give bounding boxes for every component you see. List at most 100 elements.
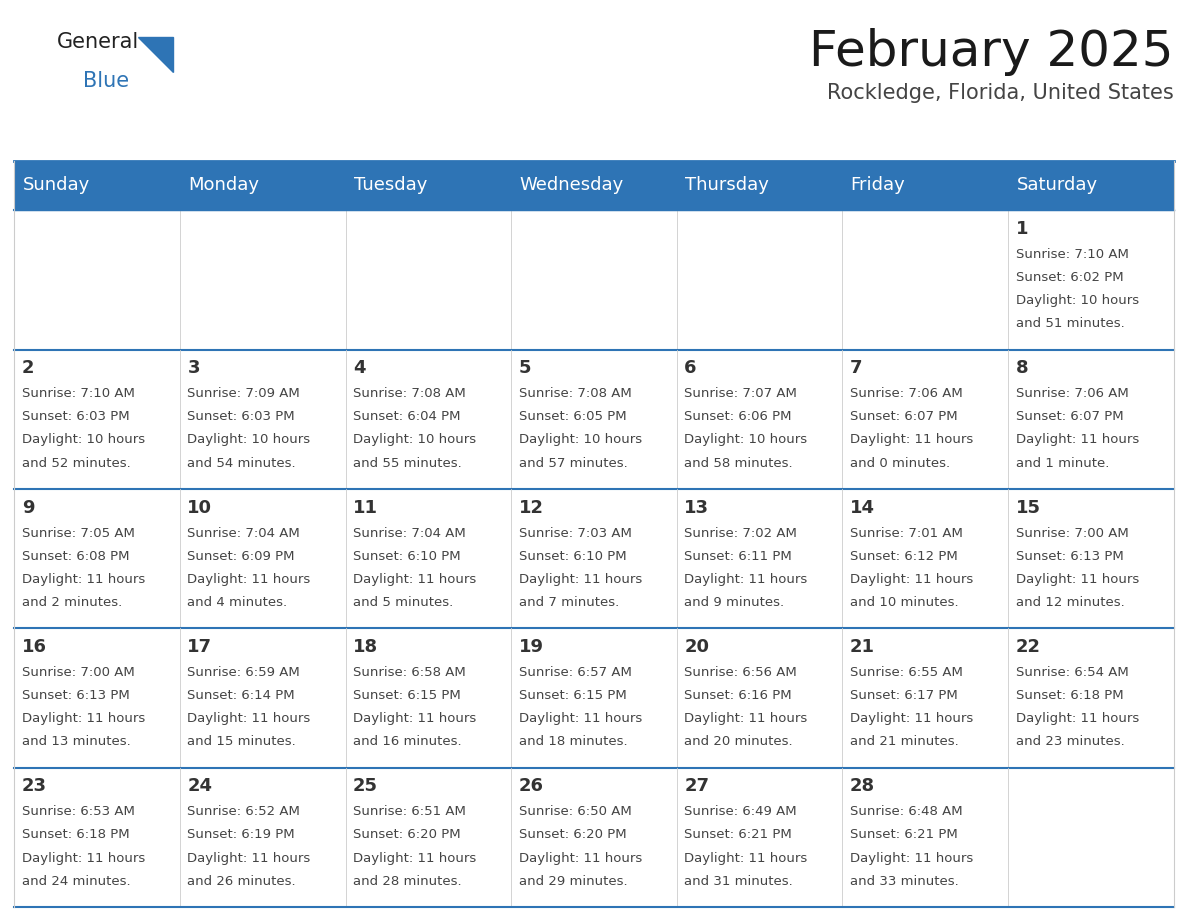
Bar [14, 161, 1174, 210]
Text: Daylight: 11 hours: Daylight: 11 hours [849, 573, 973, 586]
Bar [346, 628, 511, 767]
Text: Sunrise: 7:09 AM: Sunrise: 7:09 AM [188, 387, 301, 400]
Text: 4: 4 [353, 359, 366, 377]
Text: and 0 minutes.: and 0 minutes. [849, 456, 950, 470]
Text: Sunrise: 7:06 AM: Sunrise: 7:06 AM [849, 387, 962, 400]
Text: Daylight: 10 hours: Daylight: 10 hours [519, 433, 642, 446]
Text: Daylight: 11 hours: Daylight: 11 hours [353, 573, 476, 586]
Bar [511, 628, 677, 767]
Text: Sunset: 6:21 PM: Sunset: 6:21 PM [684, 828, 792, 842]
Text: Sunset: 6:17 PM: Sunset: 6:17 PM [849, 689, 958, 702]
Text: and 21 minutes.: and 21 minutes. [849, 735, 959, 748]
Text: Sunrise: 7:04 AM: Sunrise: 7:04 AM [353, 527, 466, 540]
Text: 27: 27 [684, 778, 709, 795]
Bar [511, 489, 677, 628]
Text: Sunset: 6:13 PM: Sunset: 6:13 PM [21, 689, 129, 702]
Text: Sunset: 6:21 PM: Sunset: 6:21 PM [849, 828, 958, 842]
Text: and 10 minutes.: and 10 minutes. [849, 596, 959, 609]
Text: Sunrise: 6:59 AM: Sunrise: 6:59 AM [188, 666, 301, 679]
Text: Sunrise: 6:56 AM: Sunrise: 6:56 AM [684, 666, 797, 679]
Text: Sunrise: 7:10 AM: Sunrise: 7:10 AM [1016, 248, 1129, 261]
Text: and 12 minutes.: and 12 minutes. [1016, 596, 1124, 609]
Text: Sunrise: 7:10 AM: Sunrise: 7:10 AM [21, 387, 134, 400]
Text: 28: 28 [849, 778, 876, 795]
Text: Sunrise: 7:04 AM: Sunrise: 7:04 AM [188, 527, 301, 540]
Text: Sunrise: 7:00 AM: Sunrise: 7:00 AM [21, 666, 134, 679]
Text: 8: 8 [1016, 359, 1028, 377]
Text: 16: 16 [21, 638, 46, 656]
Text: Sunset: 6:11 PM: Sunset: 6:11 PM [684, 550, 792, 563]
Bar [677, 210, 842, 350]
Polygon shape [138, 37, 173, 72]
Text: Daylight: 11 hours: Daylight: 11 hours [21, 712, 145, 725]
Text: Tuesday: Tuesday [354, 176, 428, 195]
Text: Sunset: 6:05 PM: Sunset: 6:05 PM [519, 410, 626, 423]
Bar [511, 210, 677, 350]
Text: Sunrise: 7:00 AM: Sunrise: 7:00 AM [1016, 527, 1129, 540]
Text: Sunrise: 7:06 AM: Sunrise: 7:06 AM [1016, 387, 1129, 400]
Text: Sunset: 6:19 PM: Sunset: 6:19 PM [188, 828, 295, 842]
Bar [179, 767, 346, 907]
Text: Sunrise: 6:48 AM: Sunrise: 6:48 AM [849, 805, 962, 818]
Text: Sunset: 6:07 PM: Sunset: 6:07 PM [849, 410, 958, 423]
Text: Sunset: 6:02 PM: Sunset: 6:02 PM [1016, 271, 1123, 284]
Text: Sunset: 6:16 PM: Sunset: 6:16 PM [684, 689, 792, 702]
Text: Sunset: 6:04 PM: Sunset: 6:04 PM [353, 410, 461, 423]
Text: Daylight: 11 hours: Daylight: 11 hours [684, 852, 808, 865]
Text: Daylight: 11 hours: Daylight: 11 hours [519, 573, 642, 586]
Text: and 55 minutes.: and 55 minutes. [353, 456, 462, 470]
Bar [179, 210, 346, 350]
Text: Sunset: 6:20 PM: Sunset: 6:20 PM [353, 828, 461, 842]
Text: Sunset: 6:14 PM: Sunset: 6:14 PM [188, 689, 295, 702]
Text: and 2 minutes.: and 2 minutes. [21, 596, 122, 609]
Text: and 15 minutes.: and 15 minutes. [188, 735, 296, 748]
Text: Sunday: Sunday [23, 176, 90, 195]
Text: 5: 5 [519, 359, 531, 377]
Text: 6: 6 [684, 359, 697, 377]
Text: and 26 minutes.: and 26 minutes. [188, 875, 296, 888]
Bar [346, 489, 511, 628]
Text: Daylight: 11 hours: Daylight: 11 hours [1016, 712, 1139, 725]
Text: and 4 minutes.: and 4 minutes. [188, 596, 287, 609]
Bar [346, 350, 511, 489]
Text: Rockledge, Florida, United States: Rockledge, Florida, United States [827, 83, 1174, 103]
Text: and 5 minutes.: and 5 minutes. [353, 596, 454, 609]
Text: 9: 9 [21, 498, 34, 517]
Bar [14, 628, 179, 767]
Bar [842, 628, 1009, 767]
Bar [14, 210, 179, 350]
Text: Daylight: 11 hours: Daylight: 11 hours [353, 852, 476, 865]
Text: 22: 22 [1016, 638, 1041, 656]
Text: Sunrise: 7:07 AM: Sunrise: 7:07 AM [684, 387, 797, 400]
Text: Sunrise: 6:55 AM: Sunrise: 6:55 AM [849, 666, 962, 679]
Text: Daylight: 10 hours: Daylight: 10 hours [21, 433, 145, 446]
Text: and 54 minutes.: and 54 minutes. [188, 456, 296, 470]
Text: Daylight: 10 hours: Daylight: 10 hours [684, 433, 808, 446]
Text: Daylight: 11 hours: Daylight: 11 hours [684, 712, 808, 725]
Text: Daylight: 11 hours: Daylight: 11 hours [519, 712, 642, 725]
Text: Sunrise: 6:52 AM: Sunrise: 6:52 AM [188, 805, 301, 818]
Text: and 9 minutes.: and 9 minutes. [684, 596, 784, 609]
Text: Monday: Monday [188, 176, 259, 195]
Text: 15: 15 [1016, 498, 1041, 517]
Bar [677, 628, 842, 767]
Text: Sunset: 6:20 PM: Sunset: 6:20 PM [519, 828, 626, 842]
Text: 20: 20 [684, 638, 709, 656]
Text: Sunrise: 7:08 AM: Sunrise: 7:08 AM [353, 387, 466, 400]
Text: 2: 2 [21, 359, 34, 377]
Text: 24: 24 [188, 778, 213, 795]
Text: Sunrise: 6:51 AM: Sunrise: 6:51 AM [353, 805, 466, 818]
Text: 10: 10 [188, 498, 213, 517]
Text: Daylight: 11 hours: Daylight: 11 hours [21, 852, 145, 865]
Bar [1009, 767, 1174, 907]
Text: 19: 19 [519, 638, 544, 656]
Text: and 13 minutes.: and 13 minutes. [21, 735, 131, 748]
Text: Sunset: 6:09 PM: Sunset: 6:09 PM [188, 550, 295, 563]
Bar [179, 489, 346, 628]
Bar [346, 767, 511, 907]
Text: Daylight: 10 hours: Daylight: 10 hours [1016, 294, 1138, 308]
Text: and 33 minutes.: and 33 minutes. [849, 875, 959, 888]
Text: 1: 1 [1016, 220, 1028, 238]
Text: and 24 minutes.: and 24 minutes. [21, 875, 131, 888]
Text: and 7 minutes.: and 7 minutes. [519, 596, 619, 609]
